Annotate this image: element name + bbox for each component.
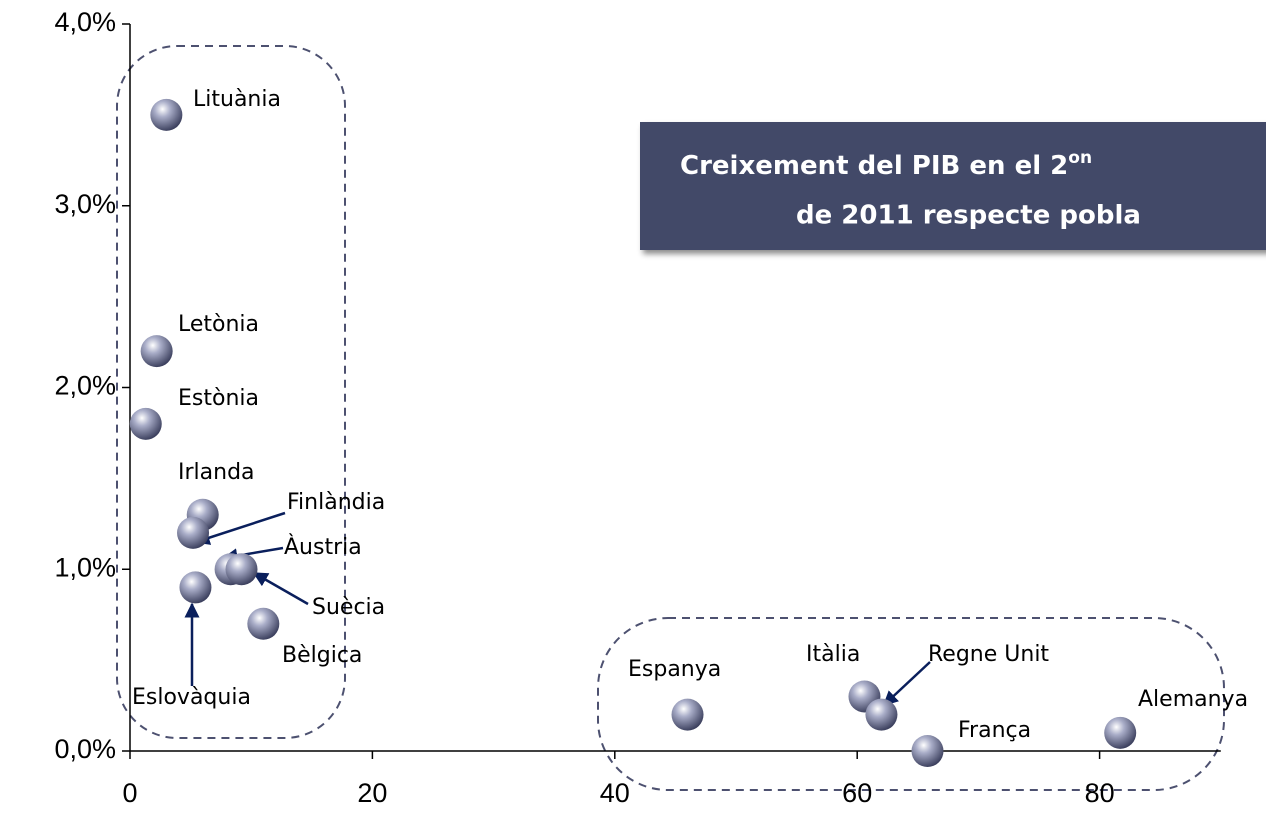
- group-outline: [597, 617, 1225, 791]
- arrow: [882, 661, 931, 707]
- y-tick-label: 0,0%: [54, 734, 116, 764]
- point: [225, 553, 258, 586]
- arrow: [252, 571, 309, 606]
- point: [1104, 716, 1137, 749]
- point: [177, 516, 210, 549]
- axes: 0,0% 1,0% 2,0% 3,0% 4,0% 0 20 40 60 80: [54, 7, 1221, 808]
- point-label: Letònia: [178, 312, 259, 337]
- point-label: Espanya: [628, 657, 721, 682]
- point-label: Alemanya: [1138, 687, 1248, 712]
- arrows: [184, 511, 931, 707]
- y-tick-label: 1,0%: [54, 552, 116, 582]
- point-label: Itàlia: [806, 642, 860, 667]
- point-label: Àustria: [284, 534, 362, 560]
- point: [150, 98, 183, 131]
- point-label: Irlanda: [178, 460, 255, 485]
- y-tick-label: 2,0%: [54, 371, 116, 401]
- point: [865, 698, 898, 731]
- x-tick-label: 40: [600, 778, 630, 808]
- point-label: França: [958, 718, 1031, 743]
- x-tick-label: 80: [1085, 778, 1115, 808]
- point-label: Eslovàquia: [132, 685, 251, 710]
- x-tick-label: 0: [122, 778, 137, 808]
- point-label: Estònia: [178, 386, 259, 411]
- y-tick-label: 4,0%: [54, 7, 116, 37]
- point-label: Bèlgica: [282, 643, 362, 668]
- point-label: Lituània: [193, 87, 281, 112]
- point: [129, 407, 162, 440]
- point: [671, 698, 704, 731]
- y-tick-label: 3,0%: [54, 189, 116, 219]
- title-background: [640, 122, 1266, 250]
- x-tick-label: 60: [842, 778, 872, 808]
- point: [247, 607, 280, 640]
- point-label: Finlàndia: [287, 490, 385, 515]
- point: [911, 735, 944, 767]
- arrow: [194, 511, 286, 545]
- title: de 2011 respecte pobla: [796, 201, 1141, 231]
- point: [179, 571, 212, 604]
- series: Lituània Letònia Estònia Irlanda Finlàndia Àu…: [129, 87, 1248, 767]
- point-label: Suècia: [312, 595, 385, 620]
- x-tick-label: 20: [357, 778, 387, 808]
- title-box: Creixement del PIB en el 2on de 2011 res…: [640, 122, 1266, 250]
- title: Creixement del PIB en el 2on: [680, 148, 1092, 181]
- point-label: Regne Unit: [928, 642, 1049, 667]
- point: [140, 335, 173, 368]
